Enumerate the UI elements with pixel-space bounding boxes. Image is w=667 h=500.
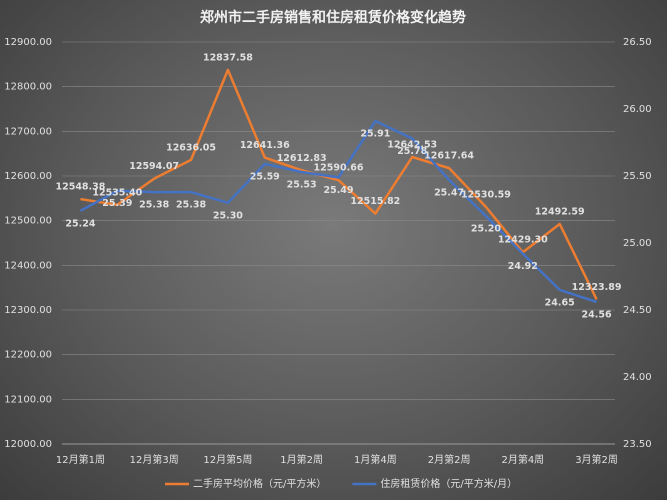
x-tick-label: 12月第1周 [56,453,105,466]
data-label: 25.47 [434,188,464,199]
data-label: 12636.05 [166,142,216,153]
x-tick-label: 12月第3周 [130,453,179,466]
y-tick-label: 12800.00 [4,82,52,93]
data-label: 25.78 [397,146,427,157]
y2-tick-label: 25.00 [623,238,652,249]
data-label: 12515.82 [350,196,400,207]
y2-tick-label: 24.00 [623,372,652,383]
y-tick-label: 12600.00 [4,171,52,182]
chart-title: 郑州市二手房销售和住房租赁价格变化趋势 [200,9,466,26]
series-line [79,119,597,304]
data-label: 12530.59 [461,190,511,201]
data-label: 24.92 [508,261,538,272]
y-tick-label: 12300.00 [4,305,52,316]
y-tick-label: 12200.00 [4,350,52,361]
y-tick-label: 12000.00 [4,439,52,450]
x-tick-label: 12月第5周 [203,453,252,466]
data-label: 25.38 [139,200,169,211]
data-label: 12594.07 [129,161,179,172]
x-tick-label: 3月第2周 [575,453,618,466]
data-label: 12535.40 [92,187,142,198]
y-tick-label: 12900.00 [4,37,52,48]
data-label: 25.24 [65,218,95,229]
y-tick-label: 12500.00 [4,216,52,227]
x-tick-label: 2月第2周 [428,453,471,466]
data-label: 25.38 [176,200,206,211]
data-label: 12837.58 [203,52,253,63]
x-tick-label: 2月第4周 [501,453,544,466]
data-label: 12429.30 [498,235,548,246]
data-label: 12548.38 [55,182,105,193]
y2-tick-label: 24.50 [623,305,652,316]
y2-tick-label: 26.00 [623,104,652,115]
data-label: 25.59 [250,171,280,182]
data-label: 25.91 [360,129,390,140]
data-label: 24.56 [582,309,612,320]
y2-tick-label: 23.50 [623,439,652,450]
legend-label: 住房租赁价格（元/平方米/月） [380,477,517,490]
y-tick-label: 12100.00 [4,394,52,405]
data-label: 12323.89 [572,282,622,293]
data-label: 24.65 [545,297,575,308]
y2-tick-label: 26.50 [623,37,652,48]
y-tick-label: 12700.00 [4,126,52,137]
data-label: 12612.83 [277,153,327,164]
data-label: 25.20 [471,224,501,235]
x-tick-label: 1月第2周 [280,453,323,466]
data-label: 25.39 [102,198,132,209]
data-label: 12492.59 [535,206,585,217]
data-label: 25.49 [323,185,353,196]
data-label: 25.53 [287,179,317,190]
y-tick-label: 12400.00 [4,260,52,271]
data-label: 12642.53 [387,140,437,151]
data-label: 12590.66 [314,163,364,174]
legend-label: 二手房平均价格（元/平方米） [193,477,326,490]
y2-tick-label: 25.50 [623,171,652,182]
x-tick-label: 1月第4周 [354,453,397,466]
series-line [80,68,598,300]
data-label: 12641.36 [240,140,290,151]
data-label: 12617.64 [424,151,474,162]
data-label: 25.30 [213,210,243,221]
